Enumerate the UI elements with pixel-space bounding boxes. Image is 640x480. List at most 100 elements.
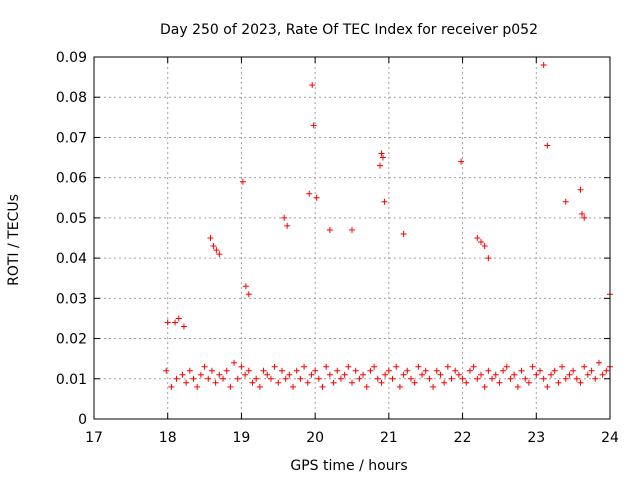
data-point [581,214,588,221]
data-point [326,226,333,233]
data-point [356,375,363,382]
data-point [163,367,170,374]
data-point [578,210,585,217]
data-point [201,363,208,370]
data-point [341,371,348,378]
data-point [444,363,451,370]
data-point [419,371,426,378]
data-point [533,371,540,378]
data-point [186,367,193,374]
y-tick-label: 0.06 [56,171,87,187]
data-point [463,379,470,386]
data-point [588,367,595,374]
data-point [452,367,459,374]
data-point [326,371,333,378]
data-point [267,375,274,382]
data-point [522,375,529,382]
data-point [360,371,367,378]
data-point [489,375,496,382]
data-point [207,235,214,241]
data-point [441,379,448,386]
y-tick-label: 0.02 [56,332,87,348]
x-tick-label: 17 [85,430,103,446]
data-point [256,383,263,390]
data-point [164,319,171,326]
data-point [503,363,510,370]
data-point [400,230,407,237]
data-point [197,371,204,378]
y-tick-label: 0.09 [56,50,87,66]
data-point [573,375,580,382]
data-point [437,371,444,378]
data-point [459,375,466,382]
data-point [393,363,400,370]
data-point [525,379,532,386]
data-point [190,375,197,382]
data-point [352,367,359,374]
data-point [304,379,311,386]
data-point [264,371,271,378]
data-point [485,255,492,262]
data-point [334,367,341,374]
data-point [323,363,330,370]
data-point [448,375,455,382]
data-point [284,222,291,229]
y-tick-label: 0 [78,412,87,428]
data-point [529,363,536,370]
y-tick-label: 0.03 [56,291,87,307]
data-point [242,371,249,378]
x-tick-label: 24 [601,430,619,446]
data-point [404,367,411,374]
data-point [194,383,201,390]
x-tick-label: 20 [306,430,324,446]
y-axis-ticks: 0 0.01 0.02 0.03 0.04 0.05 0.06 0.07 0.08 0.09 [56,50,610,428]
data-point [260,367,267,374]
x-axis-ticks: 17 18 19 20 21 22 23 24 [85,57,619,446]
data-point [313,194,320,201]
data-point [249,379,256,386]
data-point [396,383,403,390]
data-point [245,291,252,298]
data-point [281,214,288,221]
x-tick-label: 18 [159,430,177,446]
data-point [562,198,569,205]
data-point [400,371,407,378]
data-point [337,375,344,382]
data-point [577,186,584,193]
plot-frame [93,56,611,420]
data-point [389,375,396,382]
data-point [242,283,249,290]
data-point [478,371,484,378]
data-points [163,62,613,390]
data-point [518,367,525,374]
data-point [577,379,584,386]
data-point [548,371,555,378]
data-point [407,375,414,382]
data-point [540,375,547,382]
data-point [378,150,385,157]
data-point [306,190,313,197]
data-point [555,379,562,386]
data-point [293,367,300,374]
data-point [378,379,385,386]
grid-lines [94,57,610,419]
data-point [173,375,180,382]
data-point [286,371,293,378]
data-point [227,383,234,390]
data-point [363,383,370,390]
data-point [514,383,521,390]
data-point [312,367,319,374]
data-point [430,383,437,390]
data-point [599,371,606,378]
data-point [433,367,440,374]
data-point [349,379,355,386]
data-point [172,319,179,326]
data-point [581,363,588,370]
data-point [544,383,551,390]
y-tick-label: 0.08 [56,90,87,106]
x-tick-label: 19 [233,430,251,446]
data-point [301,363,308,370]
data-point [382,371,389,378]
data-point [238,363,245,370]
data-point [208,367,215,374]
